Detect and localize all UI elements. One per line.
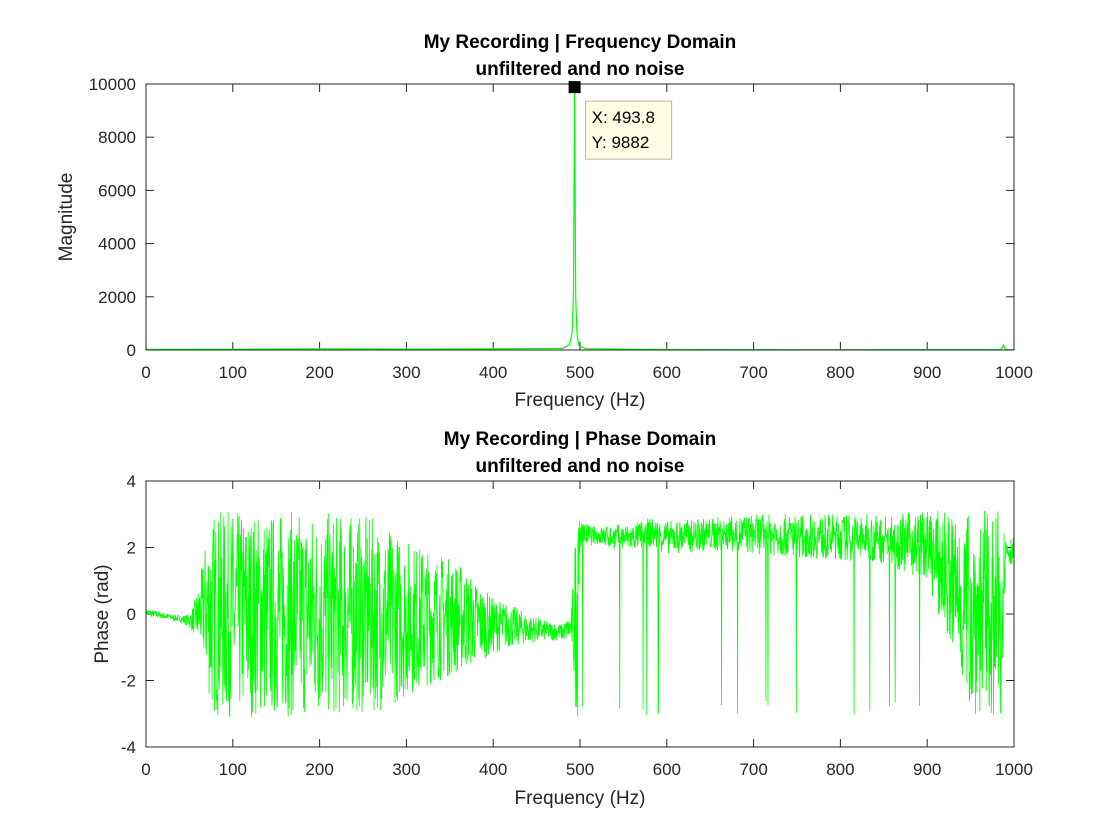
phase-chart[interactable]: My Recording | Phase Domain unfiltered a…	[92, 429, 1033, 809]
phase-chart-ytick-label: -2	[121, 672, 136, 691]
magnitude-chart-ytick-label: 8000	[98, 128, 136, 147]
magnitude-chart-title: My Recording | Frequency Domain	[424, 32, 737, 53]
magnitude-chart-xtick-label: 900	[913, 363, 941, 382]
magnitude-chart-xtick-label: 400	[479, 363, 507, 382]
phase-chart-ytick-label: 4	[127, 472, 136, 491]
datatip[interactable]: X: 493.8 Y: 9882	[568, 81, 673, 160]
magnitude-chart[interactable]: My Recording | Frequency Domain unfilter…	[56, 32, 1033, 411]
magnitude-chart-subtitle: unfiltered and no noise	[475, 59, 684, 80]
phase-chart-xlabel: Frequency (Hz)	[515, 788, 646, 809]
magnitude-chart-ytick-label: 6000	[98, 181, 136, 200]
phase-chart-xtick-label: 400	[479, 760, 507, 779]
magnitude-chart-ytick-label: 10000	[89, 75, 136, 94]
phase-series-line	[145, 510, 1015, 718]
magnitude-series-line	[145, 87, 1015, 351]
magnitude-chart-ytick-label: 4000	[98, 235, 136, 254]
phase-chart-xtick-label: 200	[305, 760, 333, 779]
phase-chart-xtick-label: 100	[219, 760, 247, 779]
phase-chart-xtick-label: 800	[826, 760, 854, 779]
datatip-x-text: X: 493.8	[592, 108, 655, 127]
phase-chart-ticks: 0 100 200 300 400 500 600 700 800 900 1000 -4 -2 0 2 4	[121, 472, 1033, 779]
magnitude-chart-plot-area	[145, 87, 1015, 351]
datatip-box	[585, 100, 673, 160]
phase-chart-xtick-label: 900	[913, 760, 941, 779]
phase-chart-ytick-label: -4	[121, 738, 136, 757]
phase-chart-xtick-label: 300	[392, 760, 420, 779]
magnitude-chart-xtick-label: 1000	[995, 363, 1033, 382]
phase-chart-xtick-label: 700	[739, 760, 767, 779]
magnitude-chart-xtick-label: 0	[141, 363, 150, 382]
phase-chart-title: My Recording | Phase Domain	[444, 429, 716, 450]
phase-chart-ytick-label: 2	[127, 539, 136, 558]
datatip-y-text: Y: 9882	[592, 133, 650, 152]
phase-chart-plot-area	[145, 510, 1015, 718]
magnitude-chart-ytick-label: 0	[127, 341, 136, 360]
phase-chart-xtick-label: 500	[566, 760, 594, 779]
phase-chart-subtitle: unfiltered and no noise	[475, 456, 684, 477]
magnitude-chart-ticks: 0 100 200 300 400 500 600 700 800 900 100002000400…	[89, 75, 1033, 382]
magnitude-chart-xtick-label: 300	[392, 363, 420, 382]
magnitude-chart-xlabel: Frequency (Hz)	[515, 390, 646, 411]
magnitude-chart-xtick-label: 200	[305, 363, 333, 382]
magnitude-chart-ylabel: Magnitude	[56, 173, 77, 262]
magnitude-chart-xtick-label: 500	[566, 363, 594, 382]
phase-chart-xtick-label: 0	[141, 760, 150, 779]
magnitude-chart-xtick-label: 100	[219, 363, 247, 382]
phase-chart-axes-box	[145, 480, 1015, 748]
magnitude-chart-xtick-label: 700	[739, 363, 767, 382]
phase-chart-ylabel: Phase (rad)	[92, 564, 113, 663]
magnitude-chart-xtick-label: 800	[826, 363, 854, 382]
datatip-marker[interactable]	[568, 81, 581, 94]
magnitude-chart-ytick-label: 2000	[98, 288, 136, 307]
phase-chart-ytick-label: 0	[127, 605, 136, 624]
phase-chart-xtick-label: 600	[653, 760, 681, 779]
magnitude-chart-xtick-label: 600	[653, 363, 681, 382]
phase-chart-xtick-label: 1000	[995, 760, 1033, 779]
